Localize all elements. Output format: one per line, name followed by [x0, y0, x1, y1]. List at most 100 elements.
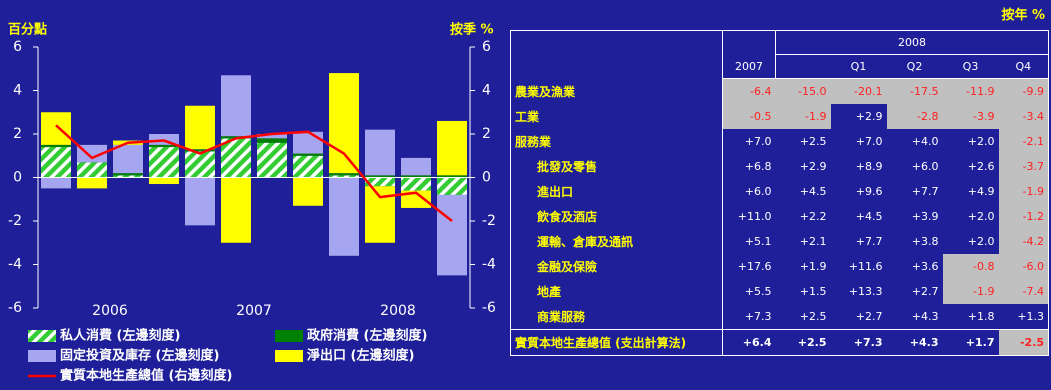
column-header: Q1 [830, 54, 887, 79]
cell: +4.5 [855, 210, 883, 223]
table-row: 商業服務 +7.3 +2.5 +2.7 +4.3 +1.8 +1.3 [510, 304, 1049, 330]
cell: +8.9 [855, 160, 883, 173]
table-container: 2008 2007 Q1 Q2 Q3 Q4 農業及漁業 -6.4 -15.0 -20.1 -17.5… [510, 30, 1050, 356]
cell: -4.2 [998, 229, 1049, 254]
bar [185, 149, 215, 152]
cell: -15.0 [775, 78, 831, 104]
bar [41, 112, 71, 145]
cell: +4.3 [886, 329, 943, 356]
cell: -1.9 [998, 179, 1049, 204]
row-label: 工業 [510, 104, 723, 129]
cell: -2.1 [998, 129, 1049, 154]
bar [365, 129, 395, 176]
cell: +3.9 [911, 210, 939, 223]
y2-tick-label: 6 [482, 39, 491, 55]
cell: +6.8 [744, 160, 772, 173]
legend-swatch [28, 350, 56, 362]
cell: +2.5 [799, 135, 827, 148]
cell: +2.7 [911, 285, 939, 298]
cell: -3.4 [998, 104, 1049, 129]
legend-label: 實質本地生產總值 (右邊刻度) [60, 368, 232, 384]
row-label: 農業及漁業 [510, 78, 723, 104]
bar [401, 175, 431, 178]
cell: -1.9 [775, 104, 831, 129]
bar [77, 177, 107, 189]
y-tick-label: -4 [8, 257, 22, 273]
cell: +7.3 [744, 310, 772, 323]
row-label: 商業服務 [510, 304, 723, 330]
legend-swatch [275, 350, 303, 362]
cell: +6.4 [722, 329, 776, 356]
legend-swatch [275, 330, 303, 342]
y2-axis-title: 按季 % [450, 22, 494, 38]
cell: +13.3 [848, 285, 883, 298]
cell: +4.5 [799, 185, 827, 198]
bar [401, 157, 431, 176]
table-row: 金融及保險 +17.6 +1.9 +11.6 +3.6 -0.8 -6.0 [510, 254, 1049, 279]
row-label: 進出口 [510, 179, 723, 204]
cell: +1.7 [942, 329, 999, 356]
row-label: 飲食及酒店 [510, 204, 723, 229]
column-header [775, 54, 831, 79]
y-tick-label: 6 [13, 39, 22, 55]
cell: +2.9 [799, 160, 827, 173]
cell: +2.2 [799, 210, 827, 223]
cell: -1.9 [942, 279, 999, 304]
cell: -9.9 [998, 78, 1049, 104]
cell: -0.5 [722, 104, 776, 129]
cell: +1.3 [1017, 310, 1045, 323]
row-label: 批發及零售 [510, 154, 723, 179]
bar [437, 177, 467, 195]
table-row: 服務業 +7.0 +2.5 +7.0 +4.0 +2.0 -2.1 [510, 129, 1049, 154]
bar [293, 153, 323, 156]
bar [329, 177, 359, 256]
cell: -3.9 [942, 104, 999, 129]
legend-label: 私人消費 (左邊刻度) [60, 328, 180, 344]
cell: +7.0 [855, 135, 883, 148]
x-group-label: 2006 [92, 303, 128, 319]
cell: +2.0 [967, 210, 995, 223]
cell: +7.7 [855, 235, 883, 248]
cell: +2.5 [775, 329, 831, 356]
legend-label: 政府消費 (左邊刻度) [307, 328, 427, 344]
table-row: 運輸、倉庫及通訊 +5.1 +2.1 +7.7 +3.8 +2.0 -4.2 [510, 229, 1049, 254]
bar [401, 177, 431, 191]
cell: -1.2 [998, 204, 1049, 229]
cell: -0.8 [942, 254, 999, 279]
cell: +7.7 [911, 185, 939, 198]
cell: +2.0 [967, 135, 995, 148]
bar [329, 175, 359, 178]
bar [329, 173, 359, 176]
bar [257, 138, 287, 143]
y2-tick-label: -6 [482, 300, 496, 316]
y2-tick-label: 2 [482, 126, 491, 142]
bar [401, 190, 431, 208]
cell: +2.1 [799, 235, 827, 248]
cell: +2.9 [855, 110, 883, 123]
header-row: 2007 Q1 Q2 Q3 Q4 [511, 54, 1049, 79]
cell: +6.0 [744, 185, 772, 198]
bar [41, 144, 71, 148]
bar [293, 131, 323, 154]
bar [221, 75, 251, 137]
table-row: 飲食及酒店 +11.0 +2.2 +4.5 +3.9 +2.0 -1.2 [510, 204, 1049, 229]
bar [329, 73, 359, 174]
cell: +2.5 [799, 310, 827, 323]
bar [113, 144, 143, 174]
cell: +5.5 [744, 285, 772, 298]
bar [257, 142, 287, 178]
cell: +3.8 [911, 235, 939, 248]
bar [293, 155, 323, 178]
header-cell [510, 30, 723, 79]
cell: -3.7 [998, 154, 1049, 179]
cell: -7.4 [998, 279, 1049, 304]
bar [41, 147, 71, 178]
cell: +4.3 [911, 310, 939, 323]
table-row: 批發及零售 +6.8 +2.9 +8.9 +6.0 +2.6 -3.7 [510, 154, 1049, 179]
chart: 百分點 按季 % 6 4 2 0 -2 -4 -6 6 4 2 0 -2 -4 -6 2006 2007 200… [8, 22, 496, 384]
legend-label: 淨出口 (左邊刻度) [307, 348, 414, 364]
cell: -2.5 [998, 329, 1049, 356]
bar [113, 175, 143, 178]
cell: +11.0 [737, 210, 772, 223]
